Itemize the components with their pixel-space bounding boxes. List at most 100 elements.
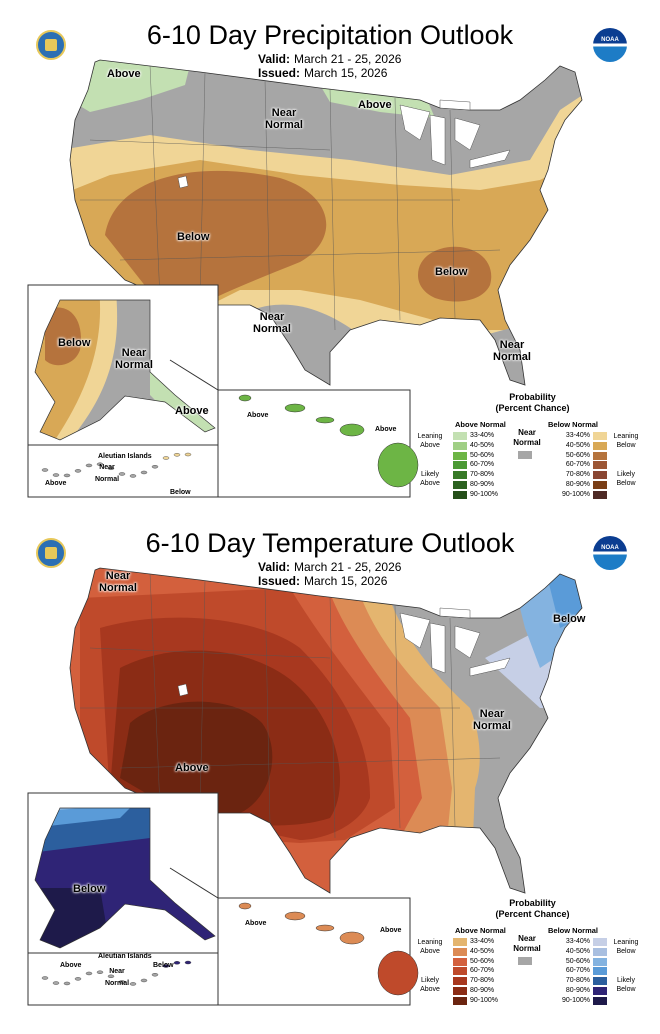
above-swatch: [453, 967, 467, 976]
near-normal-swatch: [518, 957, 532, 965]
below-range-label: 80-90%: [565, 481, 590, 488]
aleutian-island: [74, 977, 82, 981]
hawaii-island: [377, 950, 419, 996]
below-swatch: [593, 967, 607, 976]
above-range-label: 90-100%: [470, 490, 499, 498]
aleutian-island: [63, 473, 71, 478]
below-normal-header: Below Normal: [548, 926, 599, 935]
label-near-normal-aleutian: Near Normal: [94, 464, 120, 483]
aleutian-island: [184, 452, 192, 457]
aleutian-island: [52, 473, 60, 477]
below-50-60-se-region: [418, 246, 492, 302]
issued-date: Issued: March 15, 2026: [258, 574, 388, 588]
state-border-line: [89, 647, 331, 659]
aleutian-island: [85, 971, 93, 976]
hawaii-island: [315, 416, 335, 424]
leaning-below-label: Leaning Below: [613, 939, 639, 955]
below-swatch: [593, 977, 607, 986]
label-near-normal-fl: Near Normal: [493, 339, 531, 363]
commerce-seal-logo: [36, 538, 66, 568]
inset-divider: [169, 867, 219, 899]
hawaii-island: [315, 924, 335, 932]
legend-subtitle: (Percent Chance): [495, 403, 570, 413]
label-below-aleutian: Below: [170, 489, 191, 496]
state-border-line: [119, 249, 501, 261]
precipitation-outlook-panel: NOAA 6-10 Day Precipitation Outlook Vali…: [0, 0, 660, 510]
hawaii-island: [339, 931, 365, 945]
hawaii-inset-box: [217, 389, 411, 498]
state-border-line: [449, 109, 456, 319]
below-range-label: 70-80%: [565, 471, 590, 479]
alaska-outline: [34, 807, 216, 949]
label-below-se: Below: [435, 266, 468, 278]
commerce-seal-logo: [36, 30, 66, 60]
above-swatch: [453, 451, 467, 460]
above-swatch: [453, 490, 467, 499]
label-above-hawaii-w: Above: [247, 412, 269, 419]
near-normal-label: Near Normal: [513, 428, 541, 447]
below-range-label: 90-100%: [561, 996, 590, 1004]
below-60-70-region: [545, 568, 582, 628]
great-lake: [429, 114, 446, 166]
below-swatch: [593, 938, 607, 946]
above-range-label: 70-80%: [470, 471, 495, 479]
label-near-normal-north: Near Normal: [265, 107, 303, 131]
hawaii-island: [339, 423, 365, 437]
below-swatch: [593, 451, 607, 460]
probability-legend: Probability (Percent Chance) Above Norma…: [415, 390, 660, 505]
hawaii-island: [284, 403, 306, 413]
aleutian-island: [52, 981, 60, 985]
aleutian-island: [107, 974, 115, 979]
label-above-aleutian: Above: [45, 480, 67, 487]
leaning-above-label: Leaning Above: [417, 939, 443, 955]
above-range-label: 40-50%: [470, 947, 495, 955]
below-swatch: [593, 432, 607, 440]
below-normal-header: Below Normal: [548, 420, 599, 429]
above-swatch: [453, 947, 467, 956]
aleutian-island: [74, 469, 82, 473]
above-swatch: [453, 432, 467, 440]
great-lake: [469, 657, 511, 677]
aleutian-island: [107, 466, 115, 471]
aleutian-island: [173, 453, 181, 457]
below-swatch: [593, 471, 607, 480]
label-above-hawaii-e: Above: [380, 927, 402, 934]
label-below-sw: Below: [177, 231, 210, 243]
below-range-label: 90-100%: [561, 490, 590, 498]
issued-date: Issued: March 15, 2026: [258, 66, 388, 80]
below-range-label: 80-90%: [565, 987, 590, 994]
hawaii-island: [238, 902, 252, 910]
aleutian-island: [140, 470, 148, 475]
aleutian-island: [162, 456, 170, 460]
label-near-normal-alaska: Near Normal: [115, 347, 153, 371]
aleutian-island: [63, 981, 71, 986]
precipitation-map: [27, 59, 583, 498]
label-above-alaska: Above: [175, 405, 209, 417]
likely-below-label: Likely Below: [616, 471, 636, 487]
aleutian-title: Aleutian Islands: [98, 453, 152, 460]
above-normal-header: Above Normal: [455, 420, 506, 429]
label-below-aleutian: Below: [153, 962, 174, 969]
great-lake: [429, 622, 446, 674]
aleutian-island: [118, 980, 126, 984]
state-border-line: [449, 617, 456, 827]
near-normal-swatch: [518, 451, 532, 459]
state-border-line: [149, 572, 161, 809]
label-below-ne: Below: [553, 613, 586, 625]
above-normal-header: Above Normal: [455, 926, 506, 935]
above-swatch: [453, 481, 467, 489]
above-range-label: 33-40%: [470, 432, 495, 439]
above-range-label: 60-70%: [470, 967, 495, 975]
above-swatch: [453, 471, 467, 480]
great-lake: [454, 117, 481, 151]
above-range-label: 50-60%: [470, 451, 495, 459]
label-near-normal-tx: Near Normal: [253, 311, 291, 335]
above-swatch: [453, 957, 467, 966]
legend-title: Probability: [509, 898, 556, 908]
below-swatch: [593, 461, 607, 470]
below-range-label: 40-50%: [565, 947, 590, 955]
label-near-normal-east: Near Normal: [473, 708, 511, 732]
map-title: 6-10 Day Precipitation Outlook: [146, 20, 514, 50]
leaning-above-label: Leaning Above: [417, 433, 443, 449]
state-border-line: [199, 71, 206, 306]
